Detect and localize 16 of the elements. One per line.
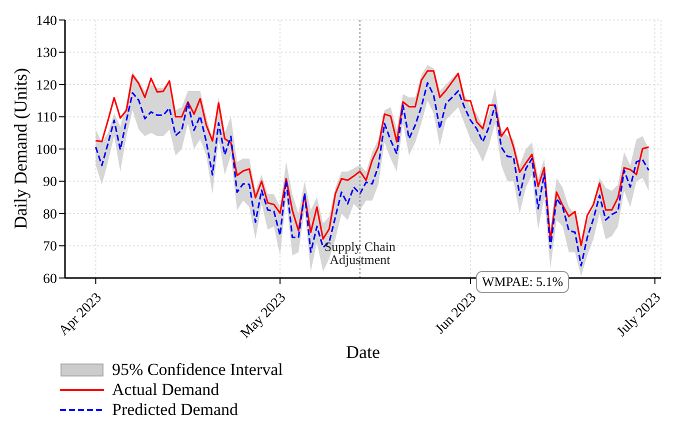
y-tick-label: 100: [36, 142, 57, 158]
y-tick-label: 60: [43, 272, 57, 287]
y-tick-label: 70: [43, 240, 57, 255]
y-axis-title: Daily Demand (Units): [10, 68, 30, 229]
y-tick-label: 130: [36, 46, 57, 62]
x-axis-title: Date: [346, 342, 380, 362]
y-tick-label: 80: [43, 207, 57, 222]
legend-label: Predicted Demand: [112, 400, 238, 420]
y-tick-label: 140: [36, 14, 57, 29]
y-tick-label: 110: [36, 110, 57, 126]
legend-label: Actual Demand: [112, 380, 220, 400]
y-tick-label: 90: [43, 175, 57, 190]
y-tick-label: 120: [36, 78, 57, 94]
ref-line-label: Supply Chain Adjustment: [324, 239, 396, 268]
legend-label: 95% Confidence Interval: [112, 360, 283, 380]
annotation: WMPAE: 5.1%: [482, 274, 564, 289]
